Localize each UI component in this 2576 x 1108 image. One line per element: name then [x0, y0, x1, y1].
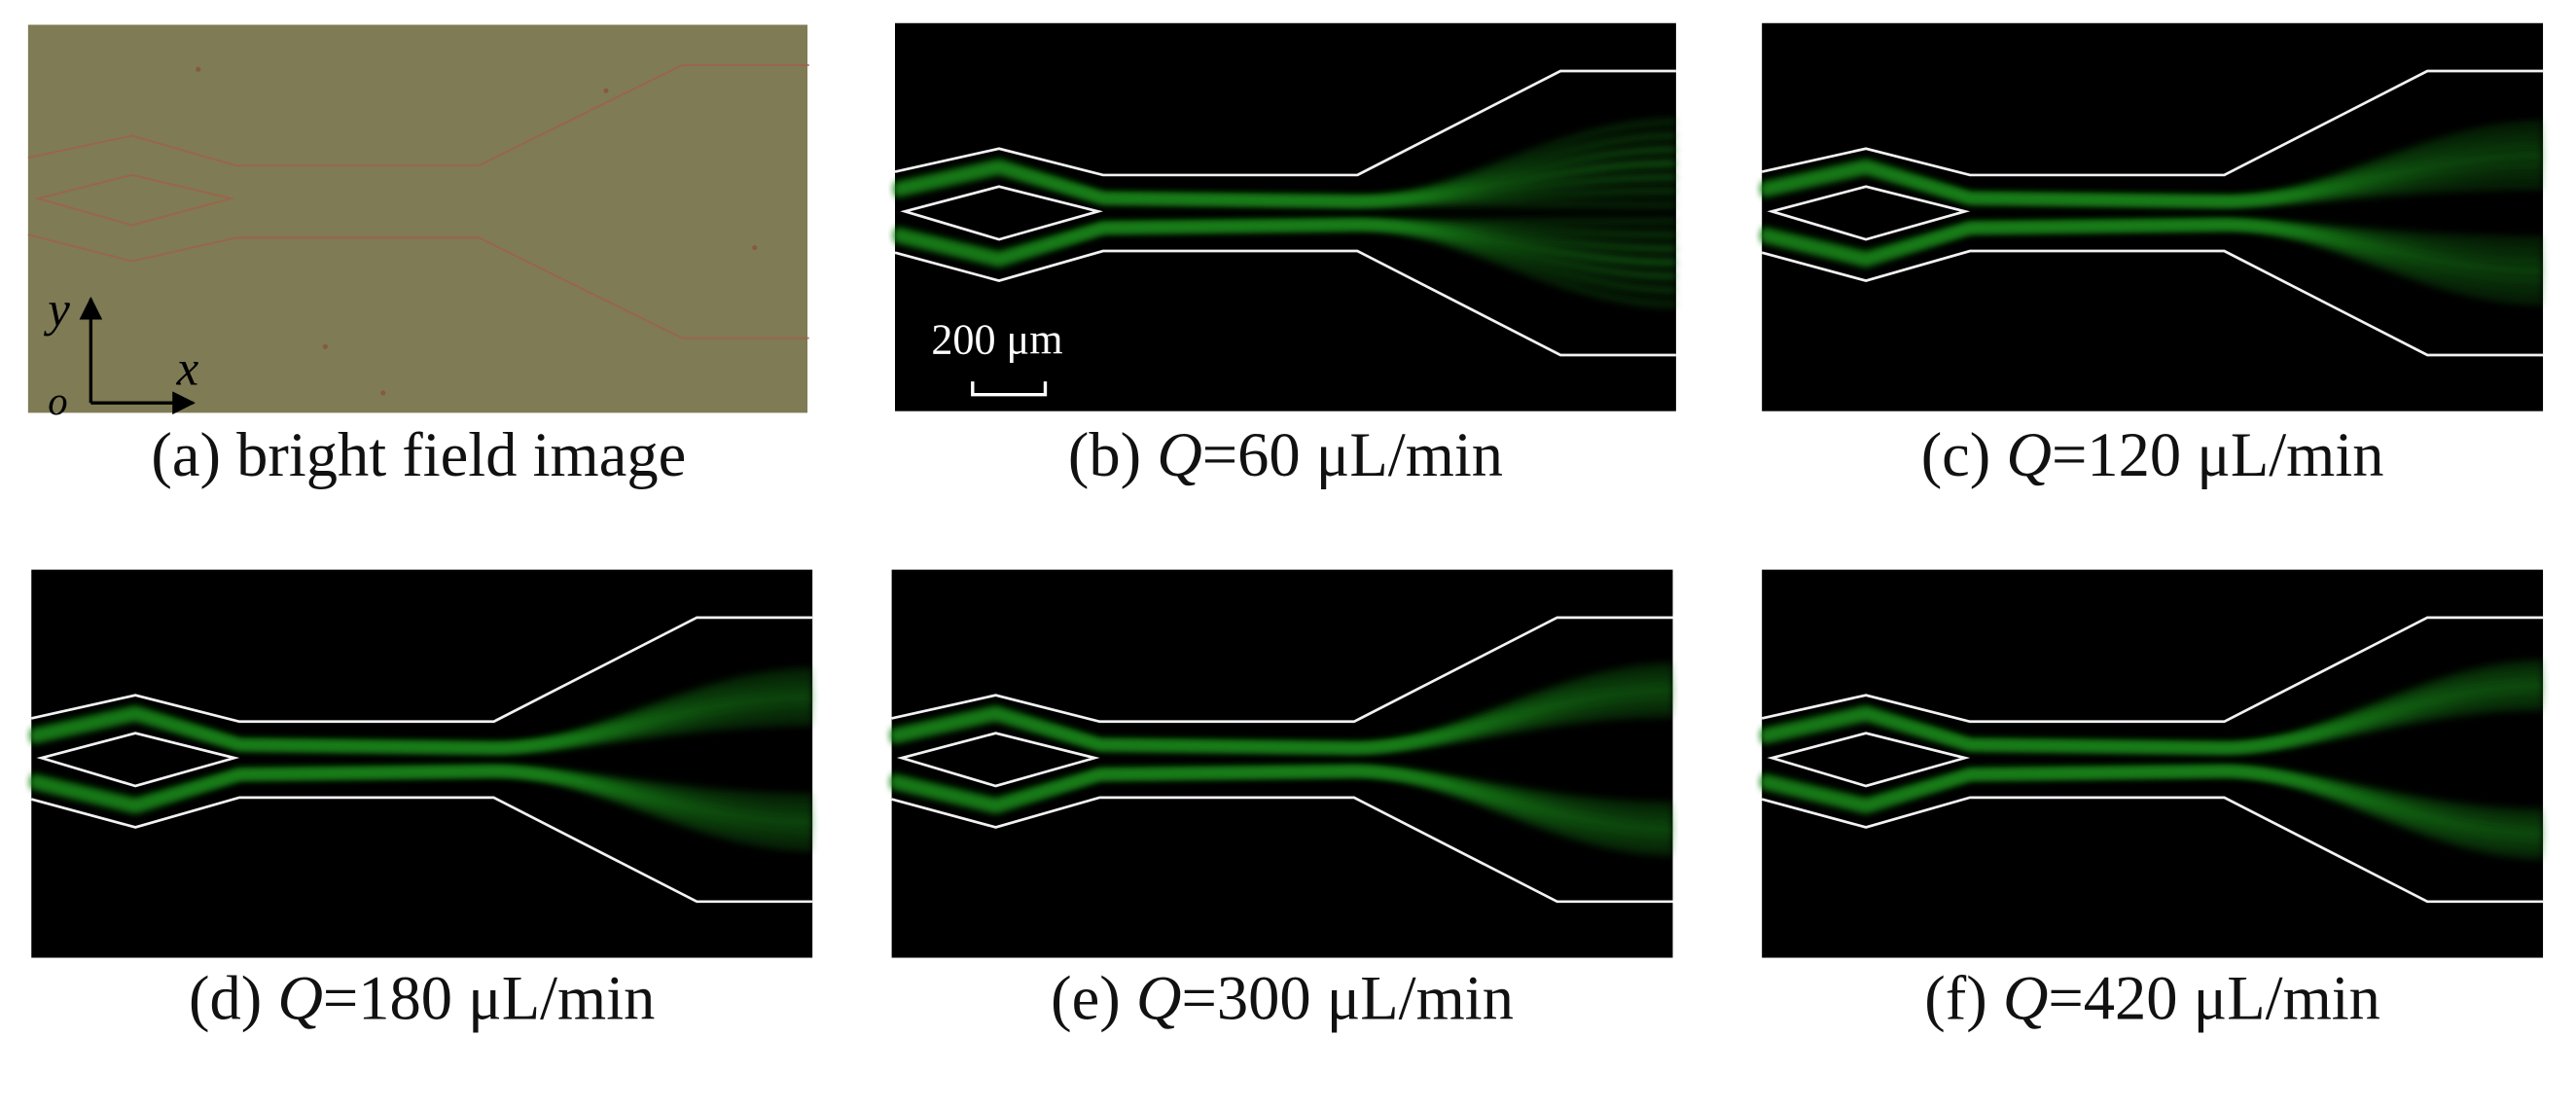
- channel-outline: [27, 64, 809, 340]
- caption-prefix: (d): [189, 963, 277, 1032]
- caption-prefix: (b): [1068, 420, 1157, 489]
- channel-outline: [891, 616, 1673, 904]
- caption-suffix: =180 μL/min: [323, 963, 656, 1032]
- panel: [890, 569, 1673, 958]
- channel-wall: [1761, 249, 2544, 357]
- channel-wall: [27, 233, 809, 340]
- caption-variable: Q: [2006, 420, 2052, 489]
- panel-caption: (f) Q=420 μL/min: [1924, 963, 2380, 1032]
- panel: y x o: [27, 24, 809, 423]
- caption-text: (a) bright field image: [151, 420, 686, 489]
- channel-wall: [891, 616, 1673, 724]
- panel: 200 μm: [894, 22, 1676, 411]
- panel: [30, 569, 813, 958]
- channel-outline: [1761, 69, 2544, 357]
- channel-wall: [30, 616, 813, 724]
- channel-wall: [27, 64, 809, 167]
- stream: [894, 167, 1676, 209]
- speck: [380, 390, 386, 396]
- caption-variable: Q: [2003, 963, 2049, 1032]
- channel-wall: [1767, 185, 1971, 241]
- panel-caption: (a) bright field image: [151, 420, 686, 489]
- caption-prefix: (f): [1924, 963, 2003, 1032]
- panel-caption: (b) Q=60 μL/min: [1068, 420, 1503, 489]
- channel-wall: [894, 249, 1676, 357]
- scale-bar-label: 200 μm: [931, 315, 1062, 363]
- y-axis-label: y: [43, 282, 70, 337]
- speck: [752, 245, 758, 251]
- caption-suffix: =60 μL/min: [1202, 420, 1503, 489]
- origin-label: o: [48, 379, 67, 423]
- panel-caption: (c) Q=120 μL/min: [1921, 420, 2384, 489]
- scale-bar: [971, 381, 1048, 397]
- panel: [1761, 22, 2544, 411]
- channel-wall: [1761, 616, 2544, 724]
- channel-wall: [891, 796, 1673, 904]
- channel-outline: [30, 616, 813, 904]
- channel-wall: [1767, 732, 1971, 788]
- channel-wall: [36, 732, 240, 788]
- panel-caption: (d) Q=180 μL/min: [189, 963, 655, 1032]
- caption-prefix: (e): [1051, 963, 1136, 1032]
- stream: [894, 223, 1676, 308]
- caption-suffix: =120 μL/min: [2052, 420, 2384, 489]
- x-axis-label: x: [176, 342, 199, 397]
- channel-wall: [34, 173, 235, 227]
- speck: [196, 66, 201, 72]
- panel-caption: (e) Q=300 μL/min: [1051, 963, 1514, 1032]
- channel-wall: [894, 69, 1676, 177]
- stream: [1761, 167, 2544, 208]
- speck: [322, 343, 328, 350]
- stream: [890, 709, 1673, 755]
- fluorescent-streams: [1761, 660, 2544, 860]
- caption-variable: Q: [1136, 963, 1182, 1032]
- panel: [1761, 569, 2544, 958]
- fluorescent-streams: [1761, 121, 2544, 305]
- stream: [1761, 223, 2544, 305]
- bright-field-image: [27, 24, 808, 413]
- stream: [890, 769, 1673, 857]
- channel-wall: [30, 796, 813, 904]
- channel-wall: [896, 732, 1100, 788]
- caption-variable: Q: [1157, 420, 1202, 489]
- channel-wall: [1761, 796, 2544, 904]
- channel-wall: [900, 185, 1104, 241]
- caption-suffix: =420 μL/min: [2048, 963, 2379, 1032]
- stream: [1761, 769, 2544, 860]
- stream: [30, 769, 813, 852]
- fluorescent-streams: [30, 667, 813, 852]
- channel-outline: [1761, 616, 2544, 904]
- caption-prefix: (c): [1921, 420, 2007, 489]
- fluorescent-streams: [890, 662, 1673, 857]
- channel-wall: [1761, 69, 2544, 177]
- speck: [603, 88, 609, 93]
- channel-outline: [894, 69, 1676, 357]
- fluorescent-streams: [894, 118, 1676, 308]
- stream: [30, 714, 813, 755]
- caption-variable: Q: [277, 963, 323, 1032]
- stream: [1761, 702, 2544, 755]
- caption-suffix: =300 μL/min: [1181, 963, 1514, 1032]
